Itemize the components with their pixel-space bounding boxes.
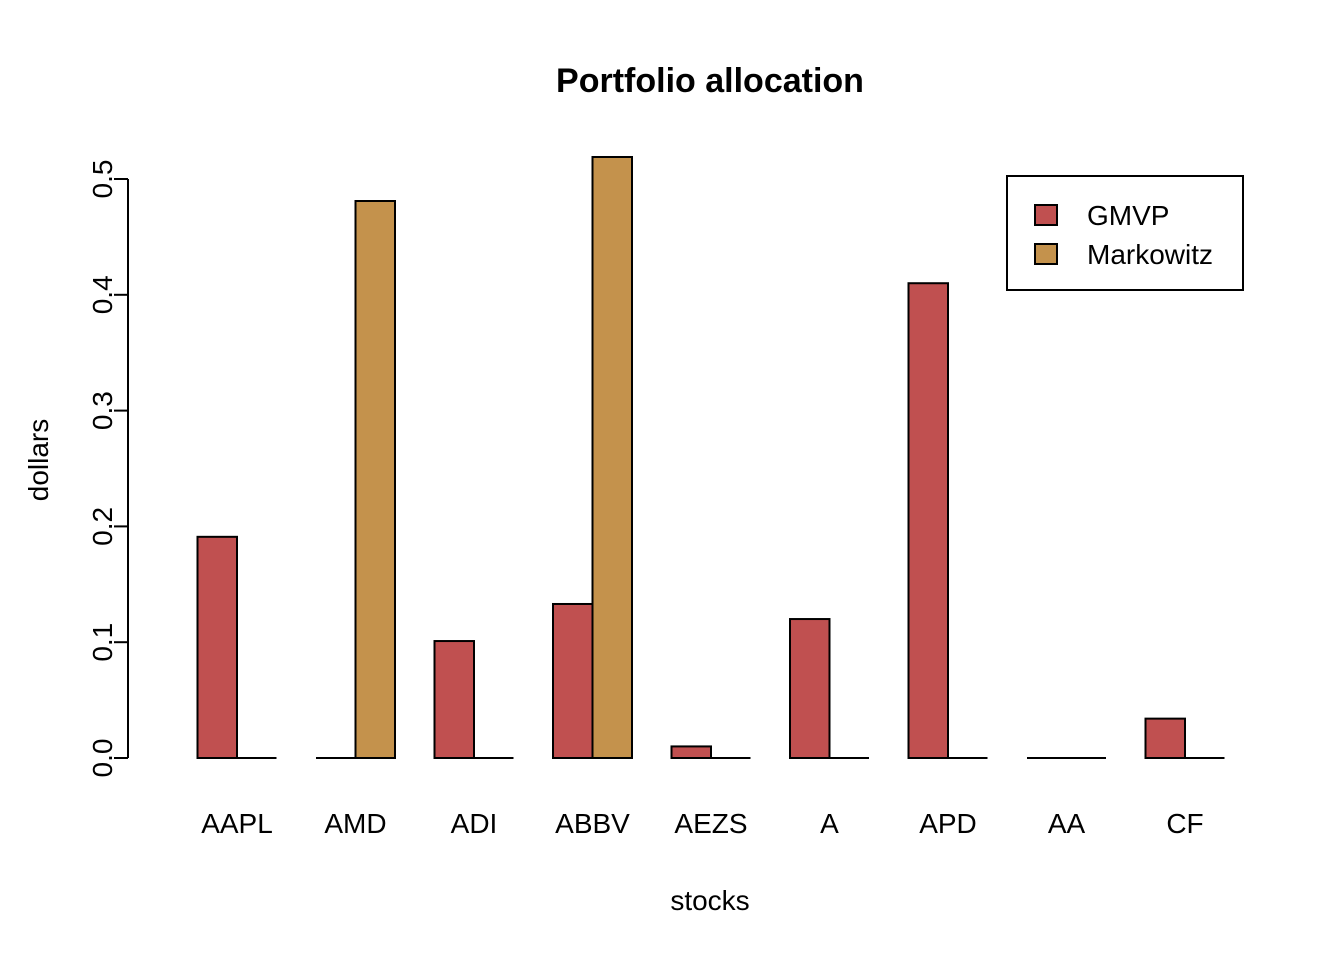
bar-gmvp-abbv [552, 602, 594, 760]
y-tick-label: 0.2 [87, 507, 118, 546]
bars-group [196, 155, 1225, 760]
x-tick-label: A [820, 808, 839, 839]
x-axis-label: stocks [670, 885, 749, 916]
y-axis: 0.0 0.1 0.2 0.3 0.4 0.5 [87, 160, 129, 778]
bar-markowitz-abbv [591, 155, 633, 760]
y-tick-label: 0.4 [87, 275, 118, 314]
bar-gmvp-aezs [670, 745, 712, 759]
legend-label-markowitz: Markowitz [1087, 239, 1213, 270]
x-tick-label: AA [1048, 808, 1086, 839]
y-tick-label: 0.3 [87, 391, 118, 430]
legend-swatch-gmvp [1034, 204, 1058, 226]
legend: GMVP Markowitz [1006, 175, 1244, 291]
bar-markowitz-amd [354, 200, 396, 759]
legend-swatch-markowitz [1034, 243, 1058, 265]
x-tick-label: AEZS [674, 808, 747, 839]
y-tick-label: 0.0 [87, 739, 118, 778]
x-tick-labels: AAPL AMD ADI ABBV AEZS A APD AA CF [201, 808, 1203, 839]
legend-box [1006, 175, 1244, 291]
bar-gmvp-a [789, 618, 831, 759]
x-tick-label: ADI [451, 808, 498, 839]
bar-gmvp-adi [433, 640, 475, 759]
bar-gmvp-cf [1144, 717, 1186, 759]
x-tick-label: ABBV [555, 808, 630, 839]
x-tick-label: AMD [324, 808, 386, 839]
y-tick-label: 0.5 [87, 160, 118, 199]
x-tick-label: APD [919, 808, 977, 839]
bar-gmvp-apd [907, 282, 949, 759]
y-axis-label: dollars [23, 419, 54, 501]
y-tick-label: 0.1 [87, 623, 118, 662]
x-tick-label: CF [1166, 808, 1203, 839]
bar-gmvp-aapl [196, 535, 238, 760]
chart-title: Portfolio allocation [556, 62, 864, 100]
legend-label-gmvp: GMVP [1087, 200, 1169, 231]
x-tick-label: AAPL [201, 808, 273, 839]
